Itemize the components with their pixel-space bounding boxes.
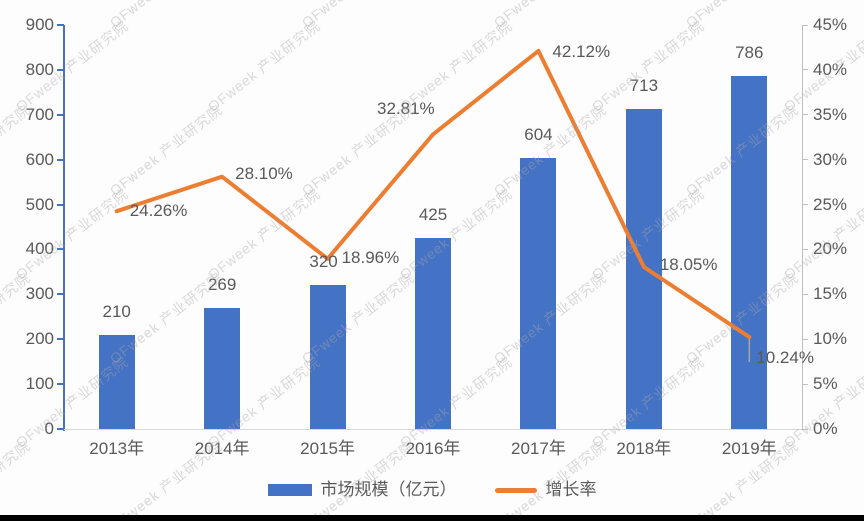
growth-rate-label: 42.12% (552, 41, 611, 61)
right-axis-tick-label: 20% (813, 239, 848, 259)
left-axis-tick-label: 300 (25, 284, 54, 304)
x-axis-label-2015: 2015年 (300, 439, 355, 458)
right-axis-tick (802, 24, 808, 26)
x-axis-label-2016: 2016年 (405, 439, 461, 458)
right-axis-tick (802, 159, 808, 161)
left-axis-tick-label: 400 (25, 239, 54, 259)
left-axis-tick-label: 100 (25, 374, 54, 394)
left-axis-tick (57, 113, 64, 116)
bottom-black-strip (0, 515, 864, 521)
left-axis-tick (57, 24, 64, 26)
right-axis-tick-label: 0% (813, 419, 838, 438)
left-axis-tick (57, 428, 64, 430)
left-axis-tick (57, 68, 64, 71)
bar-value-label: 713 (629, 75, 659, 95)
bar-2014年 (204, 308, 241, 429)
line-series-swatch (494, 487, 537, 493)
left-axis-tick-label: 700 (25, 104, 54, 124)
legend: 市场规模（亿元） 增长率 (0, 479, 864, 501)
bar-2019年 (731, 76, 768, 429)
left-axis-tick (57, 158, 64, 161)
right-axis-line (802, 25, 803, 430)
left-axis-tick-label: 500 (25, 194, 54, 214)
right-axis-tick (802, 204, 808, 206)
growth-rate-label: 18.05% (659, 254, 718, 274)
left-axis-tick (57, 338, 64, 341)
left-axis-tick-label: 800 (25, 59, 54, 79)
x-axis-label-2019: 2019年 (721, 439, 777, 458)
right-axis-tick (802, 248, 808, 250)
right-axis-tick (802, 293, 808, 295)
bar-2013年 (98, 334, 135, 429)
bar-value-label: 269 (207, 275, 237, 295)
line-path (114, 48, 752, 340)
bar-value-label: 604 (524, 124, 553, 144)
bar-2016年 (415, 238, 451, 429)
right-axis-tick-label: 5% (813, 374, 838, 394)
bar-value-label: 425 (418, 205, 448, 225)
right-axis-tick (802, 383, 808, 385)
left-axis-tick-label: 900 (25, 15, 54, 34)
line-series-label: 增长率 (545, 480, 597, 499)
bar-value-label: 786 (735, 43, 764, 63)
right-axis-tick-label: 45% (813, 15, 848, 34)
right-axis-tick (802, 114, 808, 116)
right-axis-tick (802, 69, 808, 71)
right-axis-tick (802, 428, 808, 430)
right-axis-tick-label: 10% (813, 329, 848, 349)
right-axis-tick-label: 40% (813, 59, 848, 79)
legend-item-growth-rate: 增长率 (494, 479, 597, 501)
left-axis-tick-label: 0 (44, 419, 54, 438)
left-axis-tick (57, 383, 64, 386)
growth-rate-label: 28.10% (235, 163, 293, 183)
bar-series-label: 市场规模（亿元） (320, 480, 457, 499)
right-axis-tick-label: 25% (813, 194, 848, 214)
growth-rate-label: 10.24% (756, 348, 814, 368)
growth-rate-label: 24.26% (129, 201, 188, 221)
bar-2015年 (309, 285, 346, 429)
x-axis-label-2014: 2014年 (194, 439, 250, 458)
growth-rate-label: 32.81% (377, 99, 435, 119)
legend-item-market-size: 市场规模（亿元） (267, 479, 457, 501)
growth-rate-label: 18.96% (341, 247, 400, 267)
bar-value-label: 320 (309, 252, 338, 272)
right-axis-tick-label: 30% (813, 149, 848, 169)
right-axis-tick (802, 338, 808, 340)
left-axis-tick-label: 200 (25, 329, 54, 349)
right-axis-tick-label: 15% (813, 284, 848, 304)
x-axis-label-2013: 2013年 (89, 439, 145, 458)
left-axis-tick-label: 600 (25, 149, 54, 169)
left-axis-tick (57, 203, 64, 206)
bar-2017年 (520, 157, 557, 429)
x-axis-label-2017: 2017年 (511, 439, 566, 458)
right-axis-tick-label: 35% (813, 104, 848, 124)
left-axis-tick (57, 293, 64, 296)
left-axis-line (63, 25, 65, 431)
bar-series-swatch (267, 484, 312, 496)
x-axis-label-2018: 2018年 (616, 439, 672, 458)
left-axis-tick (57, 248, 64, 251)
x-axis-line (63, 429, 803, 430)
bar-value-label: 210 (102, 301, 131, 321)
